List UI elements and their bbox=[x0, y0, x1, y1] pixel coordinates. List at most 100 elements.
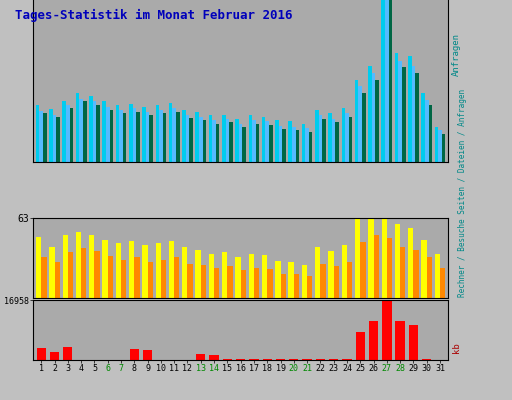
Bar bbox=[358, 86, 362, 162]
Bar bbox=[343, 359, 352, 360]
Bar bbox=[212, 120, 216, 162]
Bar bbox=[398, 61, 402, 162]
Bar bbox=[332, 119, 335, 162]
Bar bbox=[409, 325, 418, 360]
Bar bbox=[196, 354, 205, 360]
Bar bbox=[360, 242, 366, 298]
Bar bbox=[375, 80, 379, 162]
Bar bbox=[321, 264, 326, 298]
Bar bbox=[50, 352, 59, 360]
Bar bbox=[279, 126, 282, 162]
Bar bbox=[68, 252, 73, 298]
Bar bbox=[421, 240, 426, 298]
Bar bbox=[382, 300, 392, 360]
Bar bbox=[252, 120, 255, 162]
Bar bbox=[133, 108, 136, 162]
Bar bbox=[426, 257, 432, 298]
Bar bbox=[174, 257, 180, 298]
Bar bbox=[49, 247, 55, 298]
Bar bbox=[214, 268, 219, 298]
Bar bbox=[119, 110, 123, 162]
Bar bbox=[356, 332, 365, 360]
Bar bbox=[328, 251, 334, 298]
Bar bbox=[415, 73, 419, 162]
Text: Rechner / Besuche Seiten / Dateien / Anfragen: Rechner / Besuche Seiten / Dateien / Anf… bbox=[458, 89, 467, 297]
Bar bbox=[369, 321, 378, 360]
Bar bbox=[79, 98, 83, 162]
Bar bbox=[412, 66, 415, 162]
Bar bbox=[163, 113, 166, 162]
Bar bbox=[150, 116, 153, 162]
Bar bbox=[249, 359, 259, 360]
Bar bbox=[307, 276, 312, 298]
Bar bbox=[265, 122, 269, 162]
Bar bbox=[173, 108, 176, 162]
Bar bbox=[328, 113, 332, 162]
Bar bbox=[129, 104, 133, 162]
Bar bbox=[395, 53, 398, 162]
Bar bbox=[435, 127, 438, 162]
Bar bbox=[36, 237, 41, 298]
Bar bbox=[236, 359, 245, 360]
Bar bbox=[209, 355, 219, 360]
Bar bbox=[110, 110, 113, 162]
Bar bbox=[226, 119, 229, 162]
Bar bbox=[368, 66, 372, 162]
Bar bbox=[281, 274, 286, 298]
Bar bbox=[134, 257, 140, 298]
Bar bbox=[136, 112, 140, 162]
Bar bbox=[146, 112, 150, 162]
Bar bbox=[196, 112, 199, 162]
Bar bbox=[130, 349, 139, 360]
Bar bbox=[186, 115, 189, 162]
Bar bbox=[143, 350, 152, 360]
Bar bbox=[70, 108, 73, 162]
Bar bbox=[355, 80, 358, 162]
Bar bbox=[196, 250, 201, 298]
Bar bbox=[303, 359, 312, 360]
Bar bbox=[362, 93, 366, 162]
Bar bbox=[254, 268, 259, 298]
Bar bbox=[408, 228, 414, 298]
Bar bbox=[83, 101, 87, 162]
Bar bbox=[39, 111, 43, 162]
Bar bbox=[381, 218, 387, 298]
Bar bbox=[241, 270, 246, 298]
Bar bbox=[222, 115, 226, 162]
Bar bbox=[156, 105, 159, 162]
Bar bbox=[408, 56, 412, 162]
Text: Tages-Statistik im Monat Februar 2016: Tages-Statistik im Monat Februar 2016 bbox=[15, 9, 293, 22]
Bar bbox=[342, 245, 347, 298]
Bar bbox=[342, 108, 345, 162]
Bar bbox=[156, 243, 161, 298]
Bar bbox=[422, 359, 432, 360]
Bar bbox=[440, 268, 445, 298]
Bar bbox=[76, 93, 79, 162]
Bar bbox=[292, 127, 295, 162]
Bar bbox=[435, 254, 440, 298]
Bar bbox=[209, 254, 214, 298]
Bar bbox=[316, 359, 325, 360]
Bar bbox=[402, 68, 406, 162]
Bar bbox=[108, 256, 113, 298]
Bar bbox=[305, 128, 309, 162]
Bar bbox=[36, 105, 39, 162]
Bar bbox=[275, 261, 281, 298]
Bar bbox=[201, 265, 206, 298]
Bar bbox=[203, 120, 206, 162]
Bar bbox=[63, 346, 73, 360]
Bar bbox=[302, 265, 307, 298]
Bar bbox=[372, 73, 375, 162]
Bar bbox=[315, 247, 321, 298]
Bar bbox=[223, 359, 232, 360]
Text: kb: kb bbox=[452, 343, 461, 353]
Bar bbox=[421, 93, 425, 162]
Bar bbox=[129, 241, 134, 298]
Bar bbox=[294, 274, 299, 298]
Text: Anfragen: Anfragen bbox=[452, 34, 461, 76]
Bar bbox=[176, 112, 180, 162]
Bar bbox=[121, 260, 126, 298]
Bar bbox=[385, 0, 389, 162]
Bar bbox=[123, 113, 126, 162]
Bar bbox=[243, 127, 246, 162]
